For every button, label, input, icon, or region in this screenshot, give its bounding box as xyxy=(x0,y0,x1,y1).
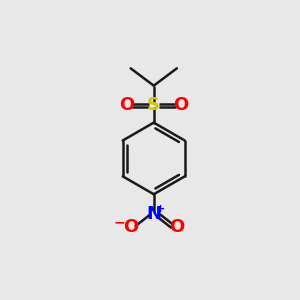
Text: S: S xyxy=(147,96,160,114)
Text: O: O xyxy=(120,96,135,114)
Text: O: O xyxy=(169,218,184,236)
Text: +: + xyxy=(156,204,165,214)
Text: −: − xyxy=(114,215,125,230)
Text: O: O xyxy=(173,96,188,114)
Text: O: O xyxy=(123,218,138,236)
Text: N: N xyxy=(146,205,161,223)
